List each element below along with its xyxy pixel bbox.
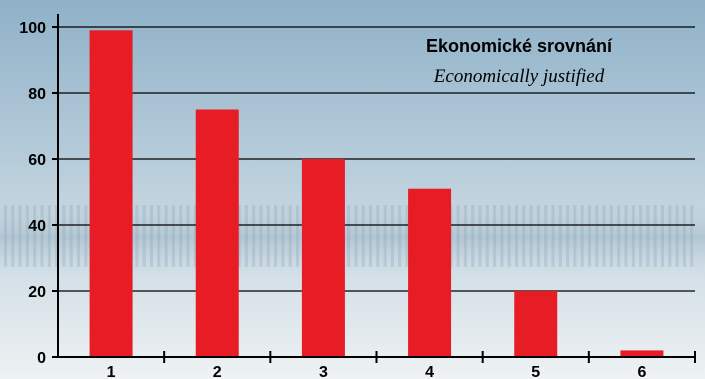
decoration-fin (281, 205, 285, 267)
decoration-fin (55, 205, 59, 267)
decoration-fin (405, 205, 409, 267)
decoration-fin (252, 205, 256, 267)
bar (408, 188, 452, 357)
decoration-fin (347, 205, 351, 267)
x-tick-label: 1 (107, 364, 116, 379)
decoration-fin (33, 205, 37, 267)
decoration-fin (646, 205, 650, 267)
decoration-fin (551, 205, 555, 267)
decoration-fin (485, 205, 489, 267)
decoration-fin (536, 205, 540, 267)
decoration-fin (617, 205, 621, 267)
decoration-fin (179, 205, 183, 267)
decoration-fin (580, 205, 584, 267)
decoration-fin (11, 205, 15, 267)
decoration-fin (515, 205, 518, 267)
decoration-fin (171, 205, 175, 267)
decoration-fin (383, 205, 387, 267)
decoration-fin (296, 205, 299, 267)
decoration-fin (25, 205, 29, 267)
bar (195, 109, 239, 357)
decoration-fin (500, 205, 504, 267)
decoration-fin (558, 205, 562, 267)
decoration-fin (259, 205, 263, 267)
decoration-fin (588, 205, 591, 267)
decoration-fin (507, 205, 511, 267)
x-tick-label: 6 (637, 364, 646, 379)
decoration-fin (193, 205, 197, 267)
decoration-fin (661, 205, 664, 267)
decoration-fin (602, 205, 606, 267)
decoration-fin (288, 205, 292, 267)
x-tick-label: 5 (531, 364, 540, 379)
decoration-fin (135, 205, 139, 267)
grid-lines (52, 26, 695, 358)
decoration-fin (237, 205, 241, 267)
decoration-fin (18, 205, 22, 267)
x-tick-label: 3 (319, 364, 328, 379)
decoration-fin (682, 205, 686, 267)
decoration-fin (573, 205, 577, 267)
y-tick-label: 80 (28, 86, 46, 103)
decoration-fin (62, 205, 66, 267)
decoration-fin (639, 205, 643, 267)
decoration-fin (244, 205, 248, 267)
decoration-fin (398, 205, 402, 267)
decoration-fin (631, 205, 635, 267)
bar (89, 30, 133, 358)
decoration-fin (493, 205, 497, 267)
decoration-fin (544, 205, 548, 267)
decoration-fin (150, 205, 153, 267)
bars (89, 30, 664, 358)
decoration-fin (675, 205, 679, 267)
decoration-fin (376, 205, 380, 267)
decoration-fin (84, 205, 88, 267)
decoration-fin (164, 205, 168, 267)
y-tick-label: 20 (28, 284, 46, 301)
decoration-fin (522, 205, 526, 267)
bar (620, 350, 664, 357)
decoration-fin (274, 205, 278, 267)
chart-title: Ekonomické srovnání (426, 36, 613, 56)
decoration-fin (653, 205, 657, 267)
decoration-fin (390, 205, 394, 267)
decoration-fin (456, 205, 460, 267)
decoration-fin (361, 205, 365, 267)
bar (514, 291, 558, 357)
decoration-fin (668, 205, 672, 267)
decoration-fin (463, 205, 467, 267)
decoration-fin (529, 205, 533, 267)
decoration-fin (266, 205, 270, 267)
decoration-fin (478, 205, 482, 267)
decoration-fin (690, 205, 694, 267)
y-tick-label: 60 (28, 152, 46, 169)
decoration-fin (566, 205, 570, 267)
x-tick-label: 4 (425, 364, 434, 379)
decoration-fin (142, 205, 146, 267)
decoration-fin (186, 205, 190, 267)
decoration-fin (595, 205, 599, 267)
decoration-fin (40, 205, 44, 267)
decoration-fin (47, 205, 51, 267)
decoration-fin (624, 205, 628, 267)
decoration-fin (157, 205, 161, 267)
decoration-fin (369, 205, 372, 267)
decoration-fin (77, 205, 80, 267)
decoration-fin (354, 205, 358, 267)
chart-subtitle: Economically justified (433, 66, 605, 87)
y-tick-label: 40 (28, 218, 46, 235)
decoration-fin (4, 205, 7, 267)
decoration-fin (471, 205, 475, 267)
decoration-fin (609, 205, 613, 267)
decoration-fin (69, 205, 73, 267)
y-tick-label: 100 (19, 20, 46, 37)
y-tick-label: 0 (37, 350, 46, 367)
bar (301, 159, 345, 357)
x-tick-label: 2 (213, 364, 222, 379)
y-tick-labels: 0 20 40 60 80 100 (19, 20, 46, 367)
